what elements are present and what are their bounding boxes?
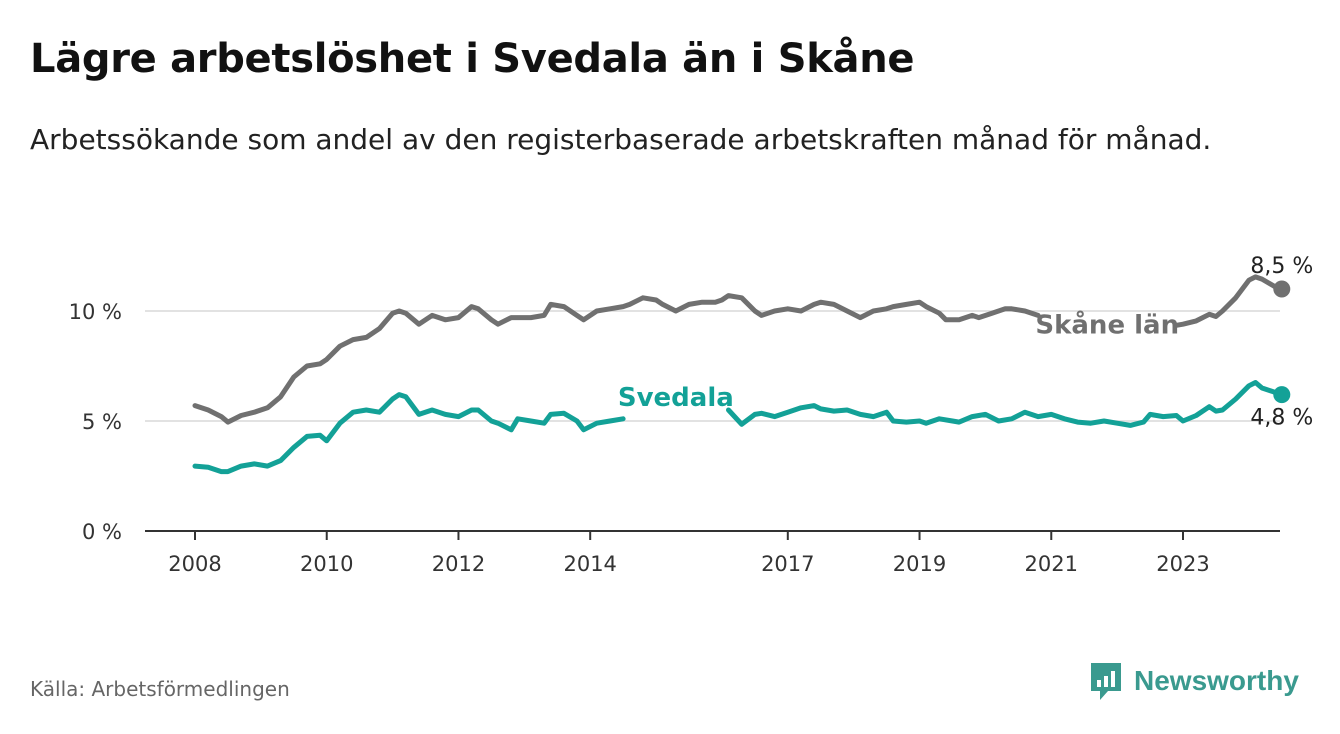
series-label-skane: Skåne län [1035,308,1179,340]
x-tick-label: 2010 [300,552,353,576]
source-note: Källa: Arbetsförmedlingen [30,677,290,701]
x-tick-label: 2017 [761,552,814,576]
series-line-svedala [192,392,626,475]
x-tick-label: 2021 [1025,552,1078,576]
x-tick-label: 2008 [168,552,221,576]
series-label-svedala: Svedala [618,383,734,413]
series-group [192,274,1291,475]
series-line-skane [192,293,1041,425]
x-tick-label: 2012 [432,552,485,576]
series-line-svedala-segment-2 [726,380,1285,428]
brand-name: Newsworthy [1134,665,1299,696]
line-chart: 0 % 5 % 10 % 2008 2010 2012 2014 2017 2019 2021 20… [69,254,1314,576]
x-tick-label: 2014 [563,552,616,576]
labels-group: 8,5 % Skåne län 4,8 % Svedala [618,254,1313,431]
x-tick-label: 2023 [1156,552,1209,576]
x-tick-label: 2019 [893,552,946,576]
y-tick-label: 5 % [82,410,122,434]
end-value-label-svedala: 4,8 % [1250,406,1313,431]
end-marker-svedala [1273,386,1291,404]
x-axis: 0 % 5 % 10 % 2008 2010 2012 2014 2017 2019 2021 20… [69,300,1280,576]
y-tick-label: 10 % [69,300,122,324]
y-tick-label: 0 % [82,520,122,544]
chart-title: Lägre arbetslöshet i Svedala än i Skåne [30,36,915,82]
end-value-label-skane: 8,5 % [1250,254,1313,279]
chart-subtitle: Arbetssökande som andel av den registerb… [30,123,1212,156]
newsworthy-logo-icon [1091,663,1121,700]
end-marker-skane [1273,280,1291,298]
series-line-skane-segment-2 [1173,274,1285,328]
brand-logo: Newsworthy [1088,660,1299,702]
